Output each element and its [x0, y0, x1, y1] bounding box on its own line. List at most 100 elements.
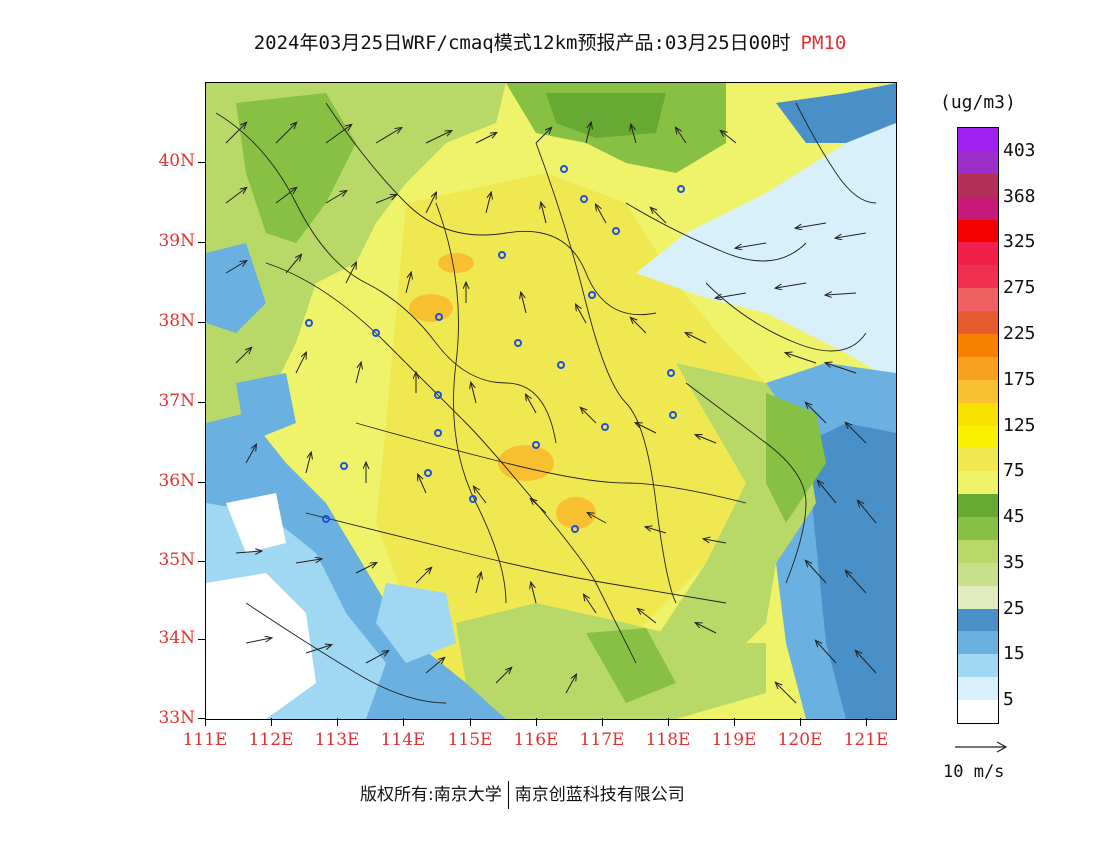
- lat-label: 34N: [158, 628, 195, 648]
- lon-tick: [866, 718, 867, 726]
- map-canvas: [206, 83, 896, 719]
- legend-swatch: [958, 402, 998, 426]
- legend-swatch: [958, 677, 998, 701]
- station-marker: [571, 525, 579, 533]
- station-marker: [532, 441, 540, 449]
- legend-swatch: [958, 654, 998, 678]
- green-region-nw: [236, 93, 356, 243]
- legend-swatch: [958, 608, 998, 632]
- hotspot-heze: [498, 445, 554, 481]
- admin-boundaries: [215, 102, 877, 704]
- lon-tick: [470, 718, 471, 726]
- lat-label: 37N: [158, 391, 195, 411]
- station-marker: [498, 251, 506, 259]
- legend-swatch: [958, 517, 998, 541]
- station-marker: [557, 361, 565, 369]
- lat-tick: [198, 242, 205, 243]
- lat-tick: [198, 561, 205, 562]
- lat-tick: [198, 482, 205, 483]
- station-marker: [434, 429, 442, 437]
- hotspot-shijiazhuang: [409, 294, 453, 322]
- legend-label: 25: [1003, 597, 1025, 619]
- lon-label: 112E: [248, 730, 294, 750]
- legend-label: 45: [1003, 506, 1025, 528]
- lon-label: 116E: [513, 730, 559, 750]
- legend-colorbar: [957, 127, 999, 724]
- yellow-plain: [376, 173, 766, 693]
- legend-label: 75: [1003, 460, 1025, 482]
- lon-label: 117E: [579, 730, 625, 750]
- legend-swatch: [958, 425, 998, 449]
- station-marker: [612, 227, 620, 235]
- station-marker: [424, 469, 432, 477]
- legend-swatch: [958, 173, 998, 197]
- reference-wind-label: 10 m/s: [943, 762, 1005, 782]
- station-marker: [434, 391, 442, 399]
- legend-label: 175: [1003, 368, 1036, 390]
- station-markers: [305, 165, 685, 533]
- legend-label: 403: [1003, 139, 1036, 161]
- legend-label: 325: [1003, 231, 1036, 253]
- lat-label: 38N: [158, 311, 195, 331]
- legend-label: 35: [1003, 551, 1025, 573]
- lat-label: 33N: [158, 708, 195, 728]
- lon-tick: [205, 718, 206, 726]
- legend-swatch: [958, 219, 998, 243]
- legend-swatch: [958, 242, 998, 266]
- lon-tick: [800, 718, 801, 726]
- lon-label: 115E: [447, 730, 493, 750]
- lon-tick: [403, 718, 404, 726]
- legend-swatch: [958, 631, 998, 655]
- chart-title: 2024年03月25日WRF/cmaq模式12km预报产品:03月25日00时 P…: [0, 28, 1100, 55]
- lon-tick: [271, 718, 272, 726]
- lat-tick: [198, 639, 205, 640]
- legend-swatch: [958, 700, 998, 724]
- lightblue-patch: [376, 583, 456, 663]
- pm10-map: [205, 82, 897, 720]
- green-shandong-peninsula: [766, 393, 826, 523]
- lon-label: 120E: [777, 730, 823, 750]
- station-marker: [469, 495, 477, 503]
- legend-swatch: [958, 150, 998, 174]
- bohai-sea: [636, 123, 896, 383]
- legend-swatch: [958, 311, 998, 335]
- liaodong-sea: [776, 83, 896, 143]
- dark-green-north: [546, 93, 666, 138]
- lat-label: 40N: [158, 151, 195, 171]
- footer-company: 南京创蓝科技有限公司: [514, 785, 685, 805]
- blue-west-2: [236, 373, 296, 443]
- blue-west: [206, 243, 266, 333]
- legend-label: 275: [1003, 277, 1036, 299]
- lon-tick: [536, 718, 537, 726]
- lat-label: 39N: [158, 231, 195, 251]
- lat-tick: [198, 402, 205, 403]
- legend-unit: (ug/m3): [940, 92, 1016, 113]
- footer-divider: [507, 781, 509, 809]
- station-marker: [322, 515, 330, 523]
- legend-swatch: [958, 379, 998, 403]
- lon-label: 119E: [711, 730, 757, 750]
- station-marker: [560, 165, 568, 173]
- lon-tick: [337, 718, 338, 726]
- legend-swatch: [958, 494, 998, 518]
- legend-swatch: [958, 448, 998, 472]
- station-marker: [677, 185, 685, 193]
- station-marker: [372, 329, 380, 337]
- title-main: 2024年03月25日WRF/cmaq模式12km预报产品:03月25日00时: [253, 32, 791, 54]
- lat-tick: [198, 162, 205, 163]
- station-marker: [580, 195, 588, 203]
- wind-vectors: [225, 123, 877, 704]
- station-marker: [667, 369, 675, 377]
- lon-label: 111E: [182, 730, 228, 750]
- legend-swatch: [958, 356, 998, 380]
- legend-swatch: [958, 265, 998, 289]
- lon-tick: [668, 718, 669, 726]
- station-marker: [305, 319, 313, 327]
- station-marker: [669, 411, 677, 419]
- legend-swatch: [958, 196, 998, 220]
- lat-label: 36N: [158, 471, 195, 491]
- title-pollutant: PM10: [800, 32, 847, 54]
- legend-label: 368: [1003, 185, 1036, 207]
- lat-tick: [198, 322, 205, 323]
- legend-label: 125: [1003, 414, 1036, 436]
